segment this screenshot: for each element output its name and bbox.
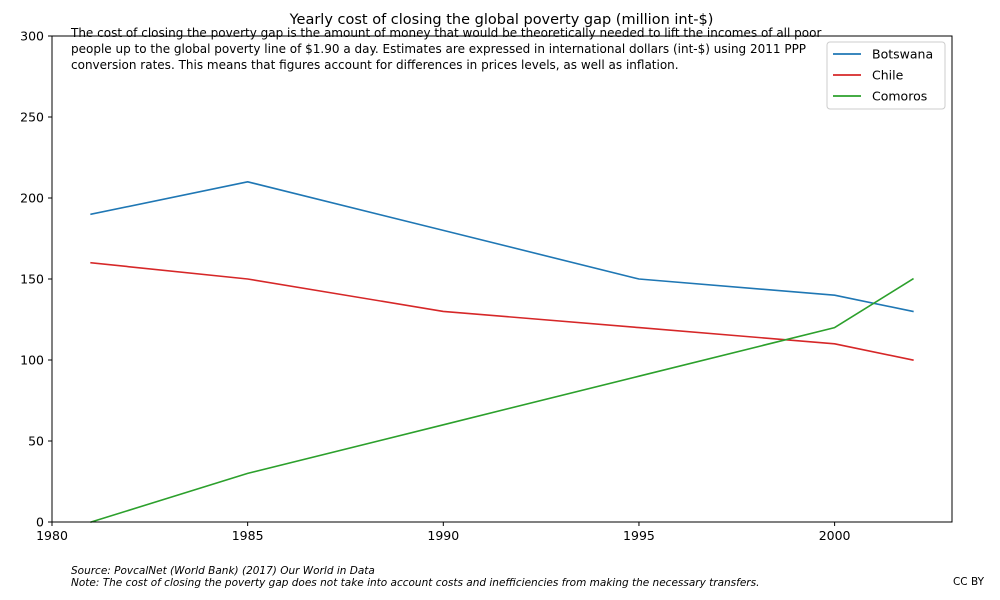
y-tick-label-200: 200 [20,191,44,206]
axes-frame [51,35,953,523]
legend-label-chile: Chile [872,68,904,83]
y-tick-label-300: 300 [20,29,44,44]
series-line-botswana [90,181,914,313]
chart-title: Yearly cost of closing the global povert… [289,12,714,28]
legend-label-comoros: Comoros [872,89,927,104]
y-tick-label-0: 0 [36,515,44,530]
series-line-chile [90,261,914,361]
y-tick-label-150: 150 [20,272,44,287]
y-tick-label-250: 250 [20,110,44,125]
legend: Botswana Chile Comoros [826,41,946,110]
license-label: CC BY [952,576,984,588]
y-tick-label-100: 100 [20,353,44,368]
source-note: Source: PovcalNet (World Bank) (2017) Ou… [71,565,375,577]
x-tick-label-1980: 1980 [36,528,68,543]
series-line-comoros [90,277,914,524]
x-tick-label-1995: 1995 [623,528,655,543]
footnote: Note: The cost of closing the poverty ga… [71,577,760,589]
legend-label-botswana: Botswana [872,47,933,62]
y-tick-label-50: 50 [28,434,44,449]
x-tick-label-2000: 2000 [819,528,851,543]
x-tick-label-1985: 1985 [232,528,264,543]
chart-subtitle: The cost of closing the poverty gap is t… [71,26,822,72]
legend-box [826,41,946,110]
x-tick-label-1990: 1990 [427,528,459,543]
